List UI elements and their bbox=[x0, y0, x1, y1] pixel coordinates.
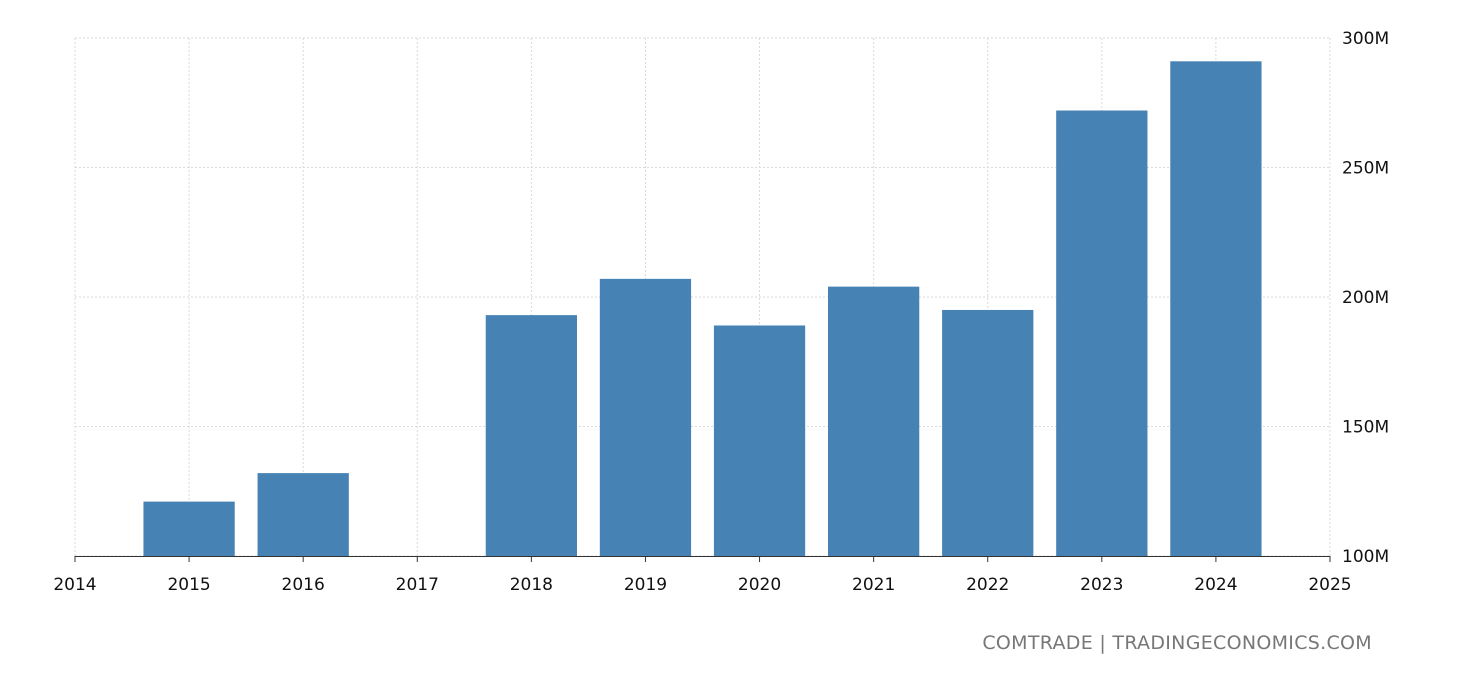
bar-2019 bbox=[599, 278, 692, 556]
x-tick-label: 2015 bbox=[167, 575, 210, 595]
x-tick-label: 2023 bbox=[1080, 575, 1123, 595]
y-tick-label: 200M bbox=[1342, 288, 1389, 308]
bar-2015 bbox=[143, 501, 235, 556]
x-tick-label: 2019 bbox=[624, 575, 667, 595]
x-tick-label: 2016 bbox=[282, 575, 325, 595]
bar-2016 bbox=[257, 473, 349, 556]
source-label: COMTRADE | TRADINGECONOMICS.COM bbox=[982, 632, 1372, 654]
bar-2020 bbox=[713, 325, 806, 556]
bar-2022 bbox=[942, 309, 1034, 556]
x-tick-label: 2024 bbox=[1194, 575, 1237, 595]
bar-2021 bbox=[828, 286, 920, 556]
x-tick-label: 2022 bbox=[966, 575, 1009, 595]
bar-2023 bbox=[1056, 110, 1148, 557]
y-tick-label: 250M bbox=[1342, 159, 1389, 179]
x-tick-label: 2018 bbox=[510, 575, 553, 595]
y-tick-label: 100M bbox=[1342, 547, 1389, 567]
bar-2018 bbox=[485, 315, 577, 556]
y-tick-label: 150M bbox=[1342, 418, 1389, 438]
x-tick-label: 2017 bbox=[396, 575, 439, 595]
x-tick-label: 2020 bbox=[738, 575, 781, 595]
x-tick-label: 2025 bbox=[1308, 575, 1351, 595]
bar-2024 bbox=[1170, 61, 1262, 557]
bars bbox=[143, 61, 1262, 557]
axes: 2014 2015 2016 2017 2018 2019 2020 2021 2022 2023… bbox=[53, 29, 1389, 595]
y-tick-label: 300M bbox=[1342, 29, 1389, 49]
x-tick-label: 2014 bbox=[53, 575, 96, 595]
x-tick-label: 2021 bbox=[852, 575, 895, 595]
